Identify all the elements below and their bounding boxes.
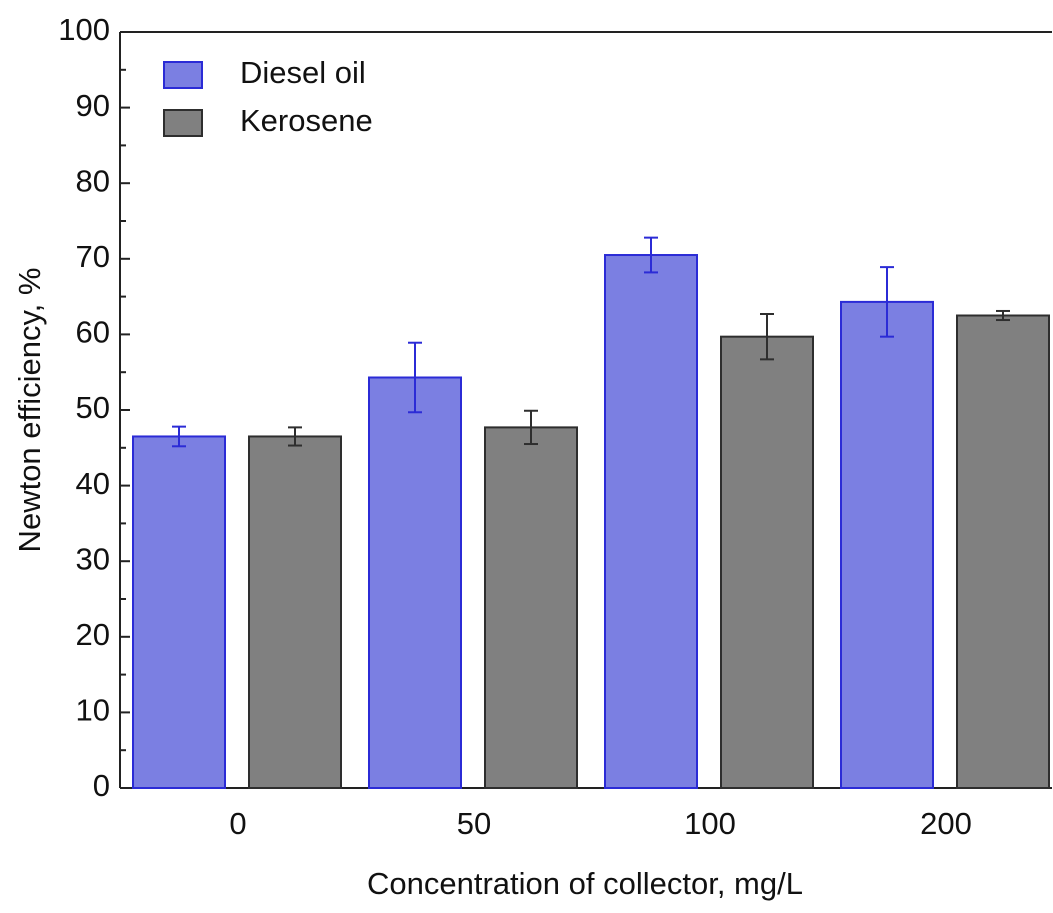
bar	[132, 435, 226, 789]
x-tick-label: 200	[920, 806, 972, 841]
bar	[604, 254, 698, 789]
legend-label: Diesel oil	[240, 55, 366, 90]
legend-swatch	[163, 109, 203, 137]
error-bar	[996, 309, 1010, 322]
bar	[248, 435, 342, 789]
bar	[720, 335, 814, 789]
legend-label: Kerosene	[240, 103, 373, 138]
x-tick-label: 50	[457, 806, 491, 841]
y-tick-label: 70	[76, 239, 110, 274]
y-tick-label: 90	[76, 88, 110, 123]
error-bar	[760, 312, 774, 361]
error-bar	[172, 425, 186, 448]
error-bar	[880, 266, 894, 338]
x-tick-label: 0	[229, 806, 246, 841]
error-bar	[288, 426, 302, 447]
y-tick-label: 60	[76, 315, 110, 350]
bar	[956, 314, 1050, 789]
y-tick-label: 10	[76, 693, 110, 728]
y-tick-label: 80	[76, 163, 110, 198]
y-tick-label: 50	[76, 390, 110, 425]
y-tick-label: 0	[93, 768, 110, 803]
y-tick-label: 40	[76, 466, 110, 501]
x-tick-label: 100	[684, 806, 736, 841]
legend-swatch	[163, 61, 203, 89]
bar	[840, 300, 934, 789]
y-tick-label: 30	[76, 541, 110, 576]
y-axis-title: Newton efficiency, %	[12, 268, 47, 553]
y-tick-label: 100	[58, 12, 110, 47]
error-bar	[524, 409, 538, 446]
bar	[368, 376, 462, 789]
x-axis-title: Concentration of collector, mg/L	[367, 866, 803, 901]
bar	[484, 426, 578, 789]
error-bar	[408, 341, 422, 414]
y-tick-label: 20	[76, 617, 110, 652]
error-bar	[644, 236, 658, 274]
